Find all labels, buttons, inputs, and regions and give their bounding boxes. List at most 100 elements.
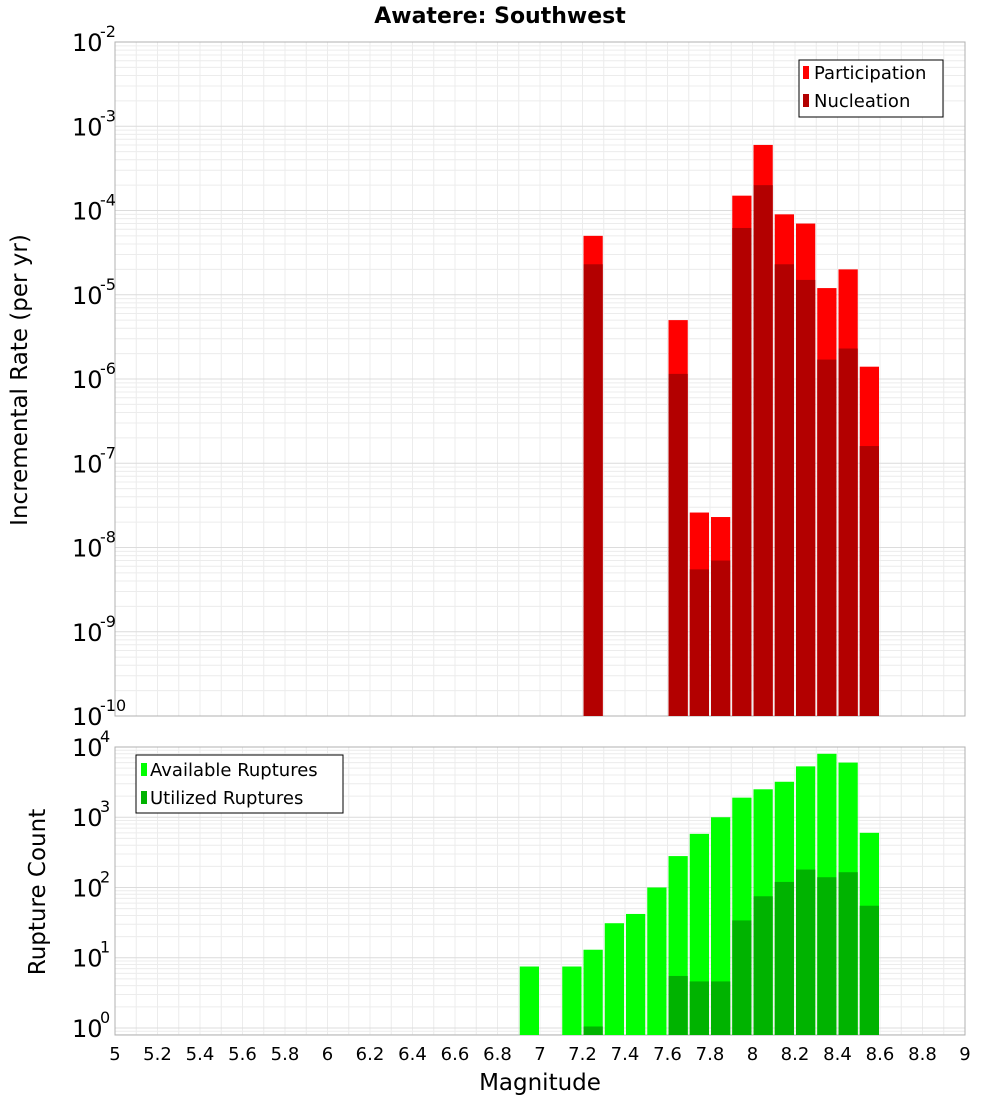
legend-swatch-participation <box>803 66 809 79</box>
x-tick-label: 5.6 <box>228 1044 257 1065</box>
y-tick-exponent: -9 <box>100 612 116 631</box>
x-tick-label: 9 <box>959 1044 970 1065</box>
bar-nucleation <box>689 569 709 716</box>
x-tick-label: 7.4 <box>611 1044 640 1065</box>
bar-available-ruptures <box>604 923 624 1035</box>
legend-label-participation: Participation <box>814 63 926 84</box>
bar-available-ruptures <box>711 817 731 1035</box>
x-tick-label: 8.6 <box>866 1044 895 1065</box>
x-tick-label: 6 <box>322 1044 333 1065</box>
top-legend-box <box>798 59 944 118</box>
bar-utilized-ruptures <box>838 872 858 1035</box>
x-tick-label: 5.4 <box>186 1044 215 1065</box>
x-tick-label: 6.6 <box>441 1044 470 1065</box>
top-plot-frame <box>114 41 966 717</box>
legend-swatch-utilized <box>141 791 147 804</box>
legend-swatch-available <box>141 763 147 776</box>
bar-nucleation <box>774 264 794 716</box>
y-tick-label: 103 <box>72 797 110 832</box>
y-tick-exponent: -3 <box>100 106 116 125</box>
bar-utilized-ruptures <box>732 920 752 1035</box>
y-tick-exponent: -5 <box>100 275 116 294</box>
x-tick-label: 8.4 <box>823 1044 852 1065</box>
bar-available-ruptures <box>562 966 582 1035</box>
x-tick-label: 8 <box>747 1044 758 1065</box>
y-tick-exponent: 2 <box>100 867 110 886</box>
y-tick-base: 10 <box>72 945 103 973</box>
x-tick-label: 6.4 <box>398 1044 427 1065</box>
x-tick-label: 5.2 <box>143 1044 172 1065</box>
y-tick-exponent: -2 <box>100 22 116 41</box>
y-tick-label: 104 <box>72 727 110 762</box>
y-tick-label: 100 <box>72 1008 110 1043</box>
legend-label-available: Available Ruptures <box>150 760 318 781</box>
y-tick-base: 10 <box>72 198 103 226</box>
bar-available-ruptures <box>583 949 603 1035</box>
y-tick-label: 10-5 <box>72 275 116 310</box>
y-tick-base: 10 <box>72 734 103 762</box>
bar-utilized-ruptures <box>774 881 794 1035</box>
y-tick-label: 10-8 <box>72 528 116 563</box>
bottom-plot-frame <box>114 746 966 1036</box>
bar-utilized-ruptures <box>711 981 731 1035</box>
y-tick-exponent: -6 <box>100 359 116 378</box>
y-tick-exponent: -4 <box>100 191 116 210</box>
top-y-axis-label: Incremental Rate (per yr) <box>7 234 33 526</box>
legend-label-nucleation: Nucleation <box>814 91 910 112</box>
x-tick-label: 7.2 <box>568 1044 597 1065</box>
y-tick-exponent: 0 <box>100 1008 110 1027</box>
x-tick-label: 5 <box>109 1044 120 1065</box>
bar-available-ruptures <box>647 887 667 1035</box>
y-tick-base: 10 <box>72 874 103 902</box>
x-tick-label: 7.8 <box>696 1044 725 1065</box>
y-tick-label: 102 <box>72 867 110 902</box>
top-grid <box>114 42 966 717</box>
y-tick-exponent: 3 <box>100 797 110 816</box>
y-tick-base: 10 <box>72 29 103 57</box>
bottom-y-axis-label: Rupture Count <box>25 809 51 975</box>
bar-nucleation <box>859 446 879 716</box>
bottom-legend-box <box>135 754 344 814</box>
bar-nucleation <box>583 264 603 716</box>
bar-utilized-ruptures <box>668 975 688 1035</box>
x-tick-label: 7 <box>534 1044 545 1065</box>
y-tick-base: 10 <box>72 450 103 478</box>
y-tick-base: 10 <box>72 619 103 647</box>
x-tick-labels: 5 5.2 5.4 5.6 5.8 6 6.2 6.4 6.6 6.8 7 7.2 7.4 7.6 7.8 8… <box>109 1044 970 1065</box>
y-tick-exponent: -10 <box>100 696 126 715</box>
bar-available-ruptures <box>626 913 646 1035</box>
x-tick-label: 7.6 <box>653 1044 682 1065</box>
y-tick-label: 10-3 <box>72 106 116 141</box>
x-tick-label: 8.2 <box>781 1044 810 1065</box>
y-tick-base: 10 <box>72 1015 103 1043</box>
bar-utilized-ruptures <box>859 905 879 1035</box>
bar-utilized-ruptures <box>753 896 773 1035</box>
bar-nucleation <box>817 359 837 716</box>
bar-nucleation <box>668 373 688 716</box>
y-tick-label: 10-10 <box>72 696 126 731</box>
y-tick-base: 10 <box>72 366 103 394</box>
y-tick-label: 101 <box>72 938 110 973</box>
top-legend: Participation Nucleation <box>798 59 944 118</box>
x-tick-label: 6.2 <box>356 1044 385 1065</box>
y-tick-base: 10 <box>72 703 103 731</box>
y-tick-exponent: -8 <box>100 528 116 547</box>
bar-utilized-ruptures <box>796 869 816 1035</box>
x-tick-label: 5.8 <box>271 1044 300 1065</box>
y-tick-base: 10 <box>72 282 103 310</box>
y-tick-label: 10-6 <box>72 359 116 394</box>
bottom-legend: Available Ruptures Utilized Ruptures <box>135 754 344 814</box>
y-tick-base: 10 <box>72 113 103 141</box>
y-tick-base: 10 <box>72 804 103 832</box>
bar-nucleation <box>732 227 752 716</box>
bar-nucleation <box>753 185 773 716</box>
y-tick-label: 10-2 <box>72 22 116 57</box>
y-tick-exponent: 1 <box>100 938 110 957</box>
y-tick-label: 10-7 <box>72 443 116 478</box>
bar-nucleation <box>711 560 731 716</box>
y-tick-base: 10 <box>72 535 103 563</box>
x-axis-label: Magnitude <box>479 1070 601 1096</box>
